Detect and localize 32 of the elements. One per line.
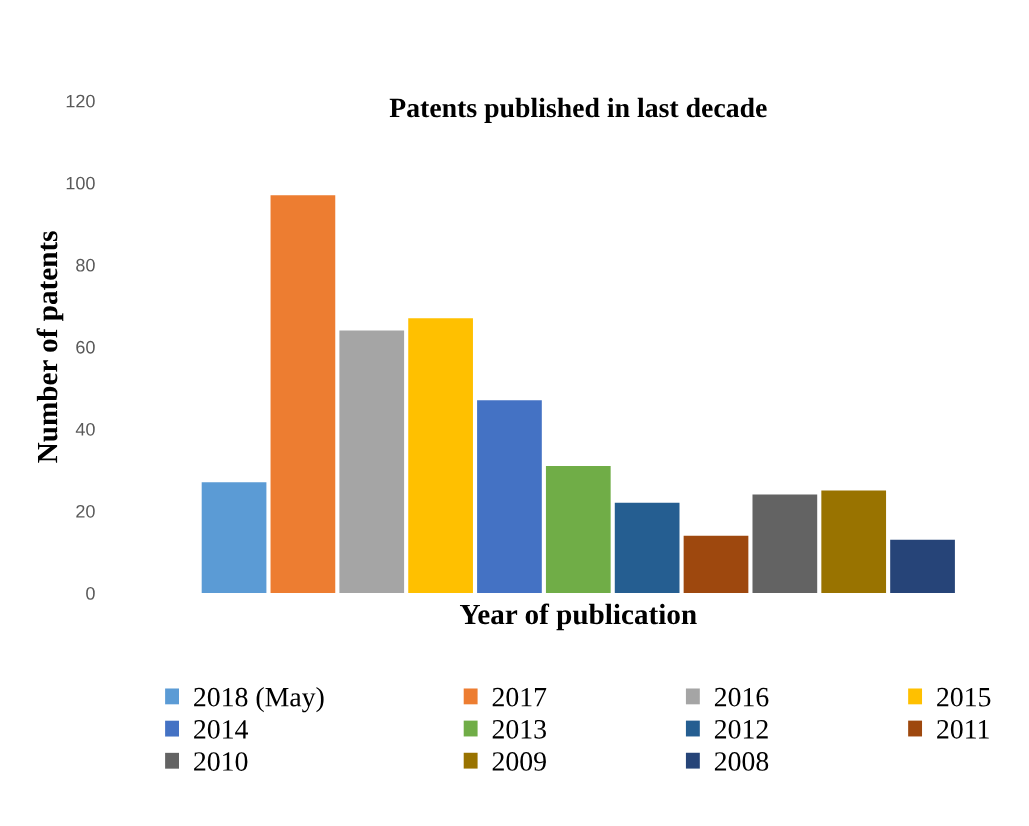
x-axis-title: Year of publication (459, 603, 697, 631)
y-tick-label: 80 (76, 258, 95, 272)
bar (890, 539, 955, 594)
bar (270, 195, 336, 594)
bar (821, 490, 887, 594)
legend-label: 2016 (714, 687, 769, 707)
legend-label: 2015 (937, 687, 991, 707)
legend-label: 2017 (492, 687, 547, 707)
legend-label: 2012 (714, 719, 768, 739)
bar (683, 535, 749, 594)
y-tick-label: 100 (66, 176, 95, 190)
bar (752, 494, 818, 594)
y-tick-label: 120 (66, 94, 95, 108)
legend-label: 2008 (714, 752, 769, 771)
bar (545, 465, 611, 594)
chart-title: Patents published in last decade (389, 97, 767, 123)
y-tick-label: 20 (76, 504, 95, 518)
bar (408, 318, 473, 594)
bar (477, 400, 542, 594)
bar (339, 330, 405, 594)
legend-label: 2014 (194, 720, 249, 739)
legend-label: 2009 (492, 752, 546, 771)
bar (614, 502, 680, 594)
y-tick-label: 40 (75, 422, 95, 436)
legend-label: 2018 (May) (194, 686, 324, 713)
y-tick-label: 0 (86, 587, 95, 600)
legend-label: 2011 (937, 719, 989, 739)
y-axis-title: Number of patents (36, 231, 64, 463)
bar (201, 482, 267, 594)
legend-label: 2010 (194, 752, 248, 771)
legend-label: 2013 (492, 719, 546, 739)
y-tick-label: 60 (76, 340, 95, 354)
